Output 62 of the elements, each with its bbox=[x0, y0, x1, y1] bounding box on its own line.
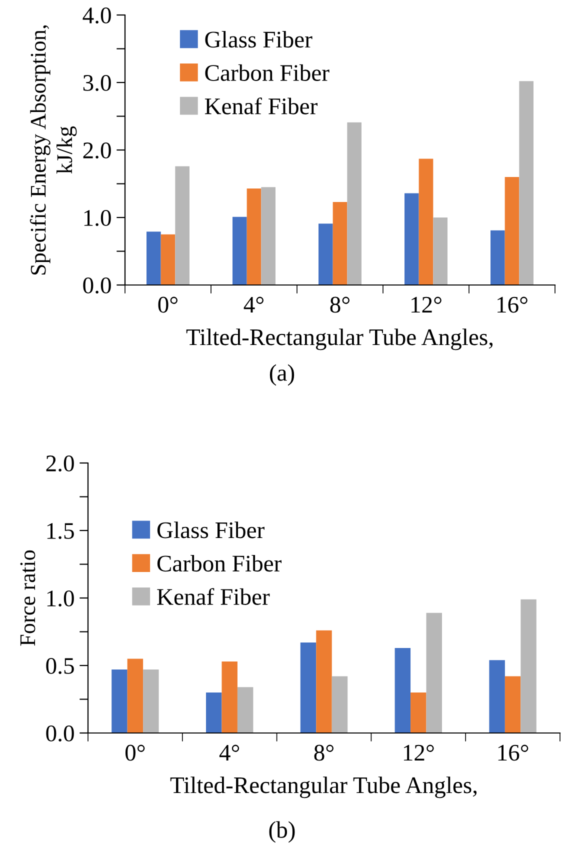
y-tick-label: 1.0 bbox=[47, 590, 74, 607]
x-tick-label: 8° bbox=[330, 296, 350, 313]
y-tick-label: 2.0 bbox=[46, 455, 74, 472]
y-tick-label: 0.0 bbox=[46, 725, 74, 742]
x-tick-label: 12° bbox=[412, 296, 442, 312]
legend-label: Kenaf Fiber bbox=[204, 97, 318, 114]
y-tick-label: 0.5 bbox=[46, 658, 74, 674]
bar bbox=[316, 630, 332, 733]
bar bbox=[404, 193, 419, 285]
bar bbox=[237, 687, 254, 733]
x-tick-label: 0° bbox=[158, 296, 178, 313]
y-tick-label: 1.0 bbox=[84, 210, 111, 226]
x-tick-label: 12° bbox=[404, 744, 434, 760]
x-tick-label: 8° bbox=[314, 744, 334, 761]
bar bbox=[490, 230, 505, 285]
x-tick-label: 4° bbox=[219, 744, 240, 760]
x-axis-title: Tilted-Rectangular Tube Angles, bbox=[186, 328, 493, 350]
bar bbox=[127, 658, 144, 733]
y-tick-label: 0.0 bbox=[83, 277, 111, 294]
y-tick-label: 3.0 bbox=[83, 74, 111, 92]
bar bbox=[143, 670, 159, 733]
x-tick-label: 4° bbox=[244, 296, 264, 312]
text: (b) bbox=[269, 821, 295, 843]
bar bbox=[332, 676, 348, 733]
bar bbox=[347, 122, 362, 285]
bar bbox=[520, 599, 536, 733]
text: (a) bbox=[270, 364, 294, 386]
bar bbox=[222, 661, 238, 733]
y-tick-label: 4.0 bbox=[82, 7, 111, 24]
bar bbox=[519, 81, 534, 285]
x-tick-label: 0° bbox=[125, 744, 145, 761]
legend-label: Glass Fiber bbox=[205, 30, 312, 48]
x-axis-title: Tilted-Rectangular Tube Angles, bbox=[170, 776, 477, 798]
x-tick-label: 16° bbox=[498, 296, 528, 313]
bar bbox=[112, 670, 128, 733]
bar bbox=[175, 166, 190, 285]
bar bbox=[332, 202, 348, 285]
legend-label: Kenaf Fiber bbox=[157, 588, 270, 605]
bar bbox=[426, 612, 442, 733]
bar bbox=[489, 660, 505, 733]
bar bbox=[318, 224, 333, 285]
y-tick-label: 2.0 bbox=[83, 142, 111, 159]
bar bbox=[504, 177, 520, 285]
legend-label: Carbon Fiber bbox=[157, 554, 282, 572]
y-tick-label: 1.5 bbox=[47, 523, 74, 540]
y-axis-title: Force ratio bbox=[20, 550, 36, 646]
bar bbox=[504, 676, 521, 733]
y-axis-title: Specific Energy Absorption, kJ/kg bbox=[30, 25, 77, 275]
legend-label: Glass Fiber bbox=[157, 522, 264, 538]
bar bbox=[394, 648, 411, 733]
bar bbox=[410, 692, 426, 733]
bar bbox=[160, 234, 176, 285]
x-tick-label: 16° bbox=[498, 744, 528, 761]
bar bbox=[261, 187, 276, 285]
bar bbox=[300, 642, 316, 733]
bar bbox=[418, 158, 434, 285]
legend-label: Carbon Fiber bbox=[205, 64, 330, 81]
bar bbox=[206, 692, 222, 733]
bar bbox=[246, 188, 262, 285]
bar bbox=[146, 232, 161, 285]
bar bbox=[232, 216, 247, 285]
bar bbox=[433, 218, 448, 285]
